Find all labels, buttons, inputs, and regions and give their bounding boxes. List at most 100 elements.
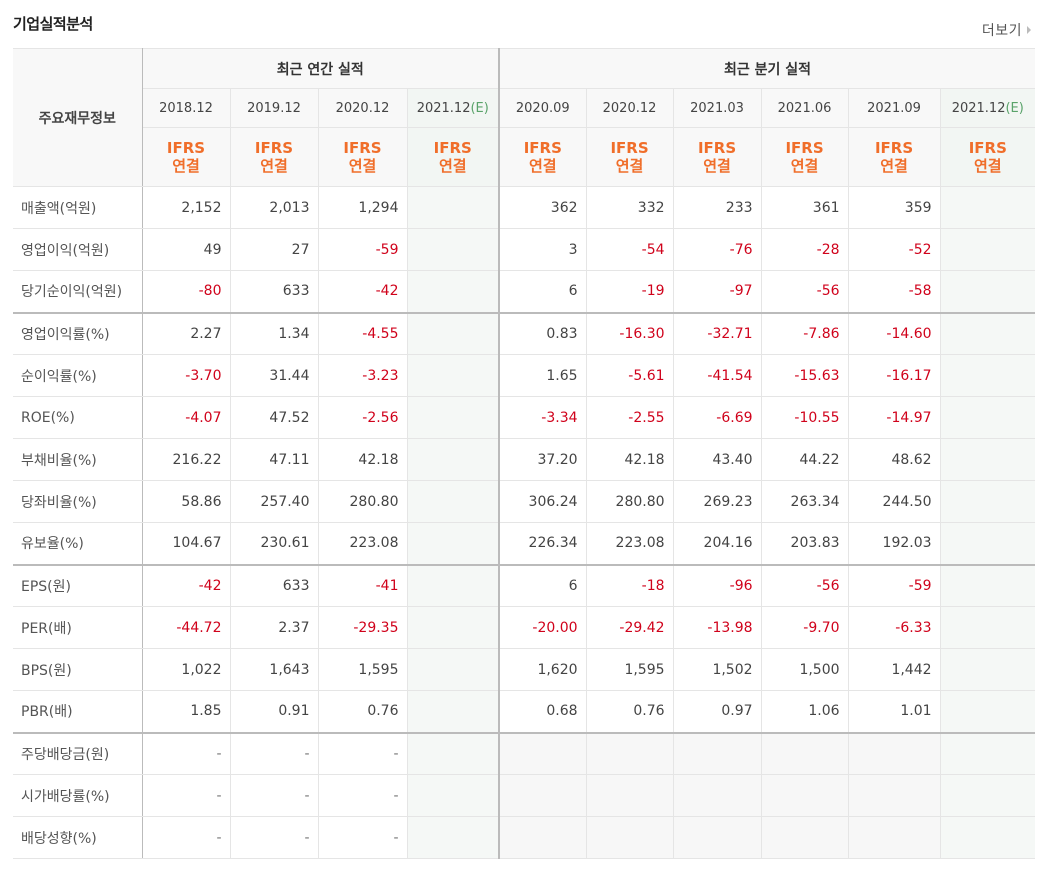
annual-group-header: 최근 연간 실적 <box>141 48 501 89</box>
quarter-value-cell: 43.40 <box>672 438 762 481</box>
annual-value-cell: 633 <box>229 563 319 607</box>
quarter-value-cell: -52 <box>847 228 941 271</box>
quarter-value-cell: -41.54 <box>672 354 762 397</box>
row-header-title: 주요재무정보 <box>13 48 143 187</box>
quarter-value-cell: 0.68 <box>498 690 587 733</box>
quarter-value-cell <box>939 606 1036 649</box>
row-label: 당기순이익(억원) <box>13 270 143 313</box>
quarter-value-cell: 1.65 <box>498 354 587 397</box>
row-label: 영업이익률(%) <box>13 311 143 355</box>
annual-value-cell <box>406 354 501 397</box>
period-date: 2021.06 <box>777 100 832 116</box>
quarter-value-cell <box>939 731 1036 775</box>
annual-value-cell: - <box>317 816 408 859</box>
ifrs-label: IFRS <box>968 139 1007 157</box>
table-row: 시가배당률(%) - - - <box>13 774 1036 817</box>
quarter-period-header: 2020.09 <box>498 88 587 128</box>
table-row: 당좌비율(%) 58.86 257.40 280.80 306.24 280.80 269.… <box>13 480 1036 523</box>
ifrs-badge: IFRS 연결 <box>317 127 408 187</box>
ifrs-badge: IFRS 연결 <box>498 127 587 187</box>
quarter-value-cell: 263.34 <box>760 480 849 523</box>
annual-value-cell <box>406 690 501 733</box>
quarter-value-cell: 37.20 <box>498 438 587 481</box>
quarter-value-cell: 3 <box>498 228 587 271</box>
annual-value-cell: -3.23 <box>317 354 408 397</box>
quarter-value-cell: 6 <box>498 270 587 313</box>
quarter-value-cell: 306.24 <box>498 480 587 523</box>
quarter-value-cell: -13.98 <box>672 606 762 649</box>
row-label: 당좌비율(%) <box>13 480 143 523</box>
quarter-value-cell: 1.01 <box>847 690 941 733</box>
quarter-value-cell <box>939 311 1036 355</box>
table-row: PER(배) -44.72 2.37 -29.35 -20.00 -29.42 -13.98… <box>13 606 1036 649</box>
annual-value-cell: 216.22 <box>141 438 231 481</box>
table-row: ROE(%) -4.07 47.52 -2.56 -3.34 -2.55 -6.69 -10.… <box>13 396 1036 439</box>
table-row: 당기순이익(억원) -80 633 -42 6 -19 -97 -56 -58 <box>13 270 1036 313</box>
quarter-value-cell: -16.30 <box>585 311 674 355</box>
ifrs-label: IFRS <box>874 139 914 157</box>
ifrs-label: IFRS <box>523 139 562 157</box>
annual-value-cell: -41 <box>317 563 408 607</box>
quarter-value-cell <box>939 270 1036 313</box>
annual-value-cell: 31.44 <box>229 354 319 397</box>
annual-period-header: 2018.12 <box>142 88 231 128</box>
table-row: 영업이익(억원) 49 27 -59 3 -54 -76 -28 -52 <box>13 228 1036 271</box>
table-row: 주당배당금(원) - - - <box>13 731 1036 775</box>
ifrs-label: IFRS <box>697 139 737 157</box>
annual-value-cell: - <box>141 816 231 859</box>
annual-value-cell <box>406 774 501 817</box>
quarter-value-cell: 203.83 <box>760 522 849 565</box>
annual-value-cell: 0.76 <box>317 690 408 733</box>
quarter-value-cell: 361 <box>760 186 849 229</box>
quarter-value-cell <box>585 774 674 817</box>
quarter-value-cell: 244.50 <box>847 480 941 523</box>
quarter-value-cell: -14.97 <box>847 396 941 439</box>
quarter-value-cell: -56 <box>760 563 849 607</box>
quarter-value-cell: 0.83 <box>498 311 587 355</box>
consolidated-label: 연결 <box>348 157 377 175</box>
annual-value-cell <box>406 270 501 313</box>
table-row: 영업이익률(%) 2.27 1.34 -4.55 0.83 -16.30 -32.71 -7.… <box>13 311 1036 355</box>
annual-value-cell: - <box>229 731 319 775</box>
annual-value-cell: 633 <box>229 270 319 313</box>
annual-period-header: 2021.12(E) <box>406 88 501 128</box>
quarter-group-header: 최근 분기 실적 <box>498 48 1036 89</box>
quarter-value-cell: 0.76 <box>585 690 674 733</box>
row-label: PER(배) <box>13 606 143 649</box>
quarter-value-cell <box>760 774 849 817</box>
annual-value-cell <box>406 563 501 607</box>
quarter-value-cell: 1,620 <box>498 648 587 691</box>
period-date: 2021.03 <box>690 100 744 116</box>
row-label: 시가배당률(%) <box>13 774 143 817</box>
annual-value-cell: 257.40 <box>229 480 319 523</box>
quarter-value-cell <box>939 690 1036 733</box>
table-row: 매출액(억원) 2,152 2,013 1,294 362 332 233 361 359 <box>13 186 1036 229</box>
quarter-value-cell <box>498 774 587 817</box>
quarter-value-cell <box>939 774 1036 817</box>
quarter-value-cell: 1,500 <box>760 648 849 691</box>
annual-value-cell: 27 <box>229 228 319 271</box>
table-row: BPS(원) 1,022 1,643 1,595 1,620 1,595 1,502 1,50… <box>13 648 1036 691</box>
annual-value-cell: 104.67 <box>141 522 231 565</box>
quarter-value-cell: -28 <box>760 228 849 271</box>
quarter-value-cell: 6 <box>498 563 587 607</box>
consolidated-label: 연결 <box>260 157 288 175</box>
quarter-value-cell: -9.70 <box>760 606 849 649</box>
annual-value-cell: -59 <box>317 228 408 271</box>
annual-value-cell: 0.91 <box>229 690 319 733</box>
quarter-value-cell: 48.62 <box>847 438 941 481</box>
quarter-value-cell: -76 <box>672 228 762 271</box>
annual-value-cell: 2,013 <box>229 186 319 229</box>
quarter-value-cell <box>939 438 1036 481</box>
quarter-value-cell <box>672 731 762 775</box>
period-date: 2021.09 <box>867 100 921 116</box>
section-title: 기업실적분석 <box>13 15 93 33</box>
row-label: 순이익률(%) <box>13 354 143 397</box>
more-link[interactable]: 더보기 <box>982 20 1031 40</box>
row-label: BPS(원) <box>13 648 143 691</box>
quarter-value-cell: 233 <box>672 186 762 229</box>
quarter-value-cell: 204.16 <box>672 522 762 565</box>
ifrs-badge: IFRS 연결 <box>142 127 231 187</box>
annual-value-cell <box>406 522 501 565</box>
period-date: 2019.12 <box>247 100 301 116</box>
